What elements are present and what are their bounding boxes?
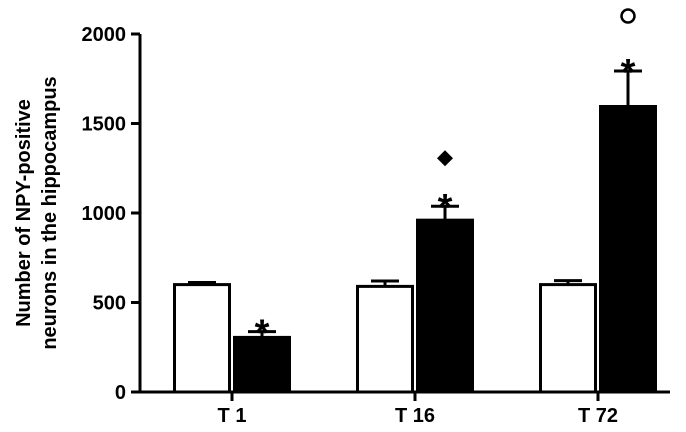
bar-filled [599,104,657,394]
y-tick-label: 0 [115,382,126,404]
y-axis-label: Number of NPY-positive neurons in the hi… [13,76,61,349]
significance-circle [620,8,636,24]
y-tick-label: 2000 [82,24,127,46]
x-tick-label: T 16 [395,405,435,427]
bar-open [173,283,231,394]
y-tick-label: 1000 [82,203,127,225]
x-tick-label: T 72 [578,405,618,427]
y-axis-label-line-2: neurons in the hippocampus [39,76,61,349]
plot-area: 0 500 1000 1500 2000 T 1 T 16 T 72 * * * [82,8,670,427]
y-tick-label: 1500 [82,114,127,136]
y-tick-label: 500 [93,293,126,315]
significance-star: * [438,187,453,229]
significance-diamond [437,150,453,167]
bar-open [356,284,414,394]
bar-filled [416,218,474,394]
y-axis-label-line-1: Number of NPY-positive [13,99,35,327]
x-tick-label: T 1 [218,405,247,427]
significance-star: * [255,313,270,355]
significance-star: * [621,52,636,94]
bar-filled [233,335,291,394]
bar-open [539,283,597,394]
